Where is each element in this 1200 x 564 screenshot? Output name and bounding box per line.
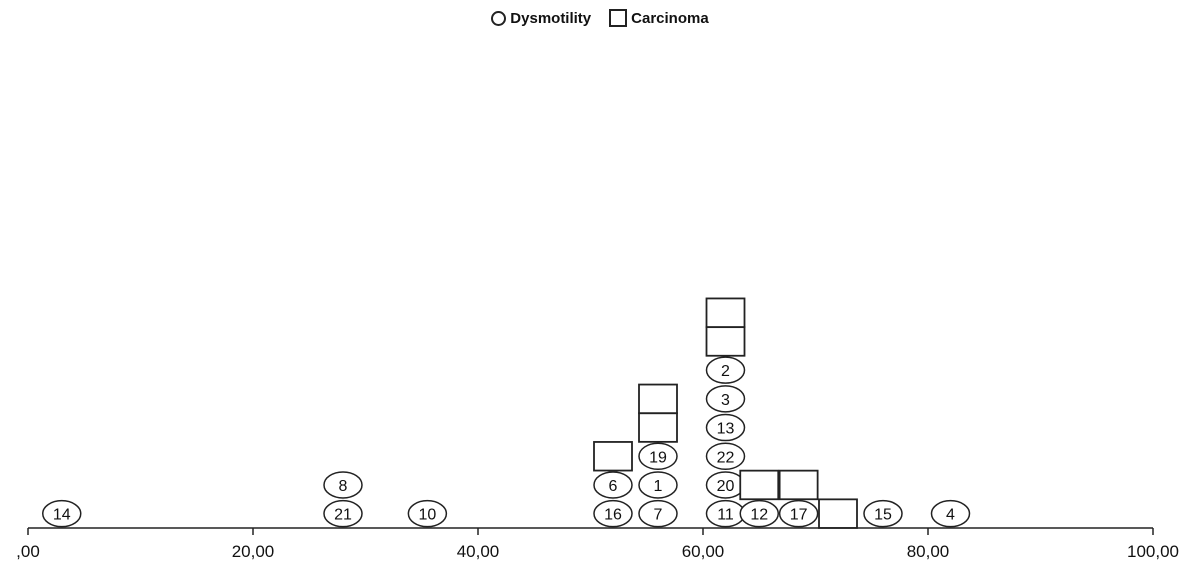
circle-marker bbox=[638, 471, 678, 499]
point-label: 14 bbox=[53, 507, 71, 524]
circle-marker bbox=[638, 442, 678, 470]
legend-item-carcinoma: Carcinoma bbox=[609, 9, 709, 27]
carcinoma-point bbox=[638, 383, 678, 415]
point-label: 22 bbox=[717, 449, 735, 466]
legend: Dysmotility Carcinoma bbox=[0, 5, 1200, 31]
circle-marker bbox=[705, 442, 746, 470]
circle-marker bbox=[705, 413, 746, 442]
point-label: 11 bbox=[717, 507, 734, 524]
x-tick-label: 20,00 bbox=[232, 542, 275, 561]
dysmotility-point: 17 bbox=[778, 499, 819, 528]
carcinoma-point bbox=[778, 469, 819, 501]
circle-marker bbox=[407, 499, 448, 528]
x-tick-label: 80,00 bbox=[907, 542, 950, 561]
carcinoma-point bbox=[739, 469, 780, 501]
point-label: 10 bbox=[418, 507, 436, 524]
dysmotility-point: 4 bbox=[930, 499, 971, 528]
point-label: 13 bbox=[717, 421, 735, 438]
legend-item-dysmotility: Dysmotility bbox=[491, 10, 591, 27]
plot-marks: 14 21 8 10 16 6 7 1 19 11 20 22 13 3 2 12 17 15 4 bbox=[42, 297, 971, 529]
x-axis: ,00 20,00 40,00 60,00 80,00 100,00 bbox=[16, 527, 1179, 561]
square-marker bbox=[638, 412, 678, 443]
square-marker bbox=[593, 441, 633, 472]
circle-marker-icon bbox=[491, 10, 507, 26]
square-marker bbox=[818, 498, 858, 529]
circle-marker bbox=[42, 499, 82, 528]
dysmotility-point: 3 bbox=[705, 385, 746, 413]
legend-label-carcinoma: Carcinoma bbox=[631, 9, 709, 27]
x-tick-label: 60,00 bbox=[682, 542, 725, 561]
circle-marker bbox=[638, 499, 678, 528]
square-marker bbox=[739, 469, 780, 501]
carcinoma-point bbox=[593, 441, 633, 472]
carcinoma-point bbox=[705, 297, 746, 328]
point-label: 4 bbox=[946, 507, 955, 524]
carcinoma-point bbox=[818, 498, 858, 529]
dysmotility-point: 14 bbox=[42, 499, 82, 528]
circle-marker bbox=[739, 499, 779, 528]
point-label: 17 bbox=[790, 507, 808, 524]
square-marker bbox=[778, 469, 819, 501]
dysmotility-point: 8 bbox=[323, 471, 363, 499]
circle-marker bbox=[863, 499, 903, 528]
carcinoma-point bbox=[705, 326, 746, 357]
x-tick-label: 100,00 bbox=[1127, 542, 1179, 561]
dysmotility-point: 13 bbox=[705, 413, 746, 442]
point-label: 15 bbox=[874, 507, 892, 524]
circle-marker bbox=[323, 471, 363, 499]
point-label: 6 bbox=[609, 478, 618, 495]
dysmotility-point: 7 bbox=[638, 499, 678, 528]
square-marker bbox=[638, 383, 678, 415]
legend-label-dysmotility: Dysmotility bbox=[510, 9, 592, 27]
dysmotility-point: 22 bbox=[705, 442, 746, 470]
point-label: 16 bbox=[604, 507, 622, 524]
dysmotility-point: 11 bbox=[705, 499, 746, 528]
square-marker bbox=[705, 326, 746, 357]
circle-marker bbox=[705, 385, 746, 413]
point-label: 8 bbox=[339, 478, 348, 495]
circle-marker bbox=[323, 499, 363, 528]
dysmotility-point: 6 bbox=[593, 471, 633, 499]
point-label: 7 bbox=[654, 507, 663, 524]
dysmotility-point: 16 bbox=[593, 499, 633, 528]
point-label: 21 bbox=[334, 507, 352, 524]
x-tick-label: 40,00 bbox=[457, 542, 500, 561]
dysmotility-point: 15 bbox=[863, 499, 903, 528]
square-marker-icon bbox=[609, 9, 628, 27]
circle-marker bbox=[593, 471, 633, 499]
circle-marker bbox=[778, 499, 819, 528]
point-label: 3 bbox=[721, 392, 730, 409]
dysmotility-point: 12 bbox=[739, 499, 779, 528]
circle-marker bbox=[705, 356, 746, 384]
point-label: 12 bbox=[750, 507, 768, 524]
point-label: 1 bbox=[654, 478, 663, 495]
circle-marker bbox=[593, 499, 633, 528]
square-marker bbox=[705, 297, 746, 328]
circle-marker bbox=[930, 499, 971, 528]
point-label: 19 bbox=[649, 449, 667, 466]
dysmotility-point: 1 bbox=[638, 471, 678, 499]
point-label: 20 bbox=[717, 478, 735, 495]
point-label: 2 bbox=[721, 363, 730, 380]
dysmotility-point: 20 bbox=[705, 471, 746, 499]
carcinoma-point bbox=[638, 412, 678, 443]
x-tick-label: ,00 bbox=[16, 542, 40, 561]
dysmotility-point: 21 bbox=[323, 499, 363, 528]
dysmotility-point: 19 bbox=[638, 442, 678, 470]
dysmotility-point: 10 bbox=[407, 499, 448, 528]
dysmotility-point: 2 bbox=[705, 356, 746, 384]
